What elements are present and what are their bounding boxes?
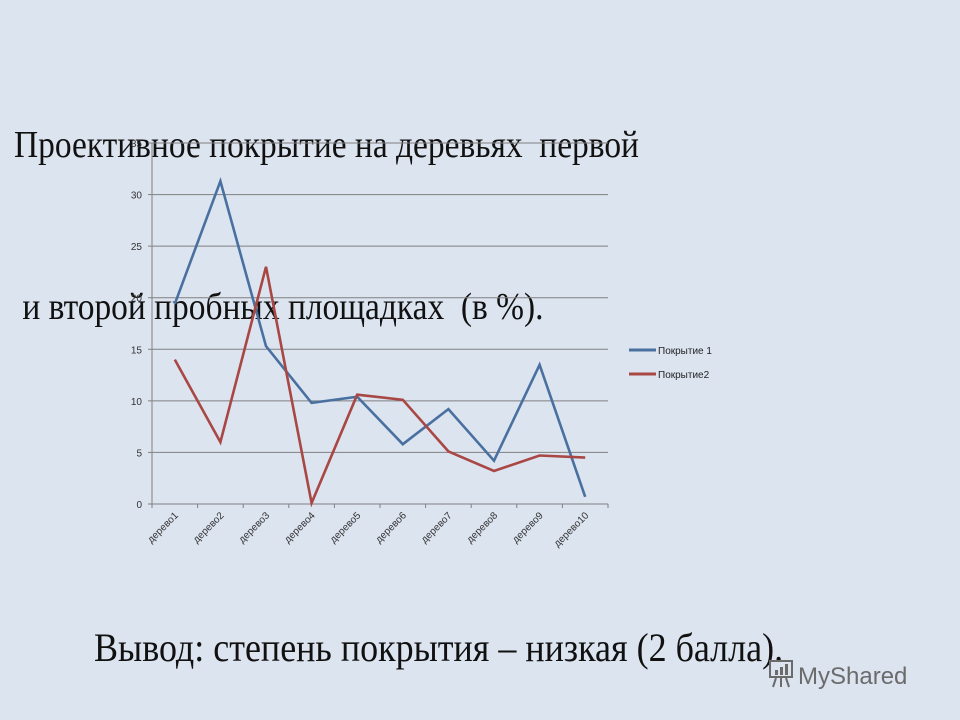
conclusion-text: Вывод: степень покрытия – низкая (2 балл… bbox=[94, 625, 784, 670]
x-axis: дерево1 дерево2 дерево3 дерево4 дерево5 дерев… bbox=[146, 503, 609, 550]
y-tick-label: 15 bbox=[131, 345, 143, 356]
x-tick-label: дерево2 bbox=[191, 510, 227, 546]
y-tick-label: 10 bbox=[131, 397, 143, 408]
legend-label: Покрытие2 bbox=[658, 370, 710, 381]
y-tick-label: 30 bbox=[131, 191, 143, 202]
chart-legend: Покрытие 1 Покрытие2 bbox=[629, 346, 712, 381]
x-tick-label: дерево6 bbox=[374, 510, 410, 546]
x-tick-label: дерево8 bbox=[465, 510, 501, 546]
x-tick-label: дерево1 bbox=[146, 510, 182, 546]
x-tick-label: дерево5 bbox=[328, 510, 364, 546]
presentation-icon bbox=[768, 658, 794, 695]
x-tick-label: дерево7 bbox=[419, 510, 455, 546]
watermark-text: MyShared bbox=[798, 662, 908, 690]
y-tick-label: 35 bbox=[131, 139, 143, 150]
y-tick-label: 0 bbox=[136, 500, 142, 511]
x-tick-label: дерево9 bbox=[510, 510, 546, 546]
slide-title-line1: Проективное покрытие на деревьях первой bbox=[14, 124, 639, 166]
y-axis: 0 5 10 15 20 25 30 35 bbox=[131, 139, 153, 511]
x-tick-label: дерево10 bbox=[552, 510, 591, 549]
y-tick-label: 20 bbox=[131, 294, 143, 305]
series-line bbox=[173, 266, 586, 508]
y-tick-label: 25 bbox=[131, 242, 143, 253]
legend-label: Покрытие 1 bbox=[658, 346, 712, 357]
x-tick-label: дерево4 bbox=[282, 510, 318, 546]
x-tick-label: дерево3 bbox=[237, 510, 273, 546]
watermark: MyShared bbox=[768, 658, 907, 695]
series-line bbox=[173, 176, 587, 498]
chart-gridlines bbox=[152, 142, 608, 453]
y-tick-label: 5 bbox=[136, 448, 142, 459]
chart-series bbox=[173, 176, 587, 508]
